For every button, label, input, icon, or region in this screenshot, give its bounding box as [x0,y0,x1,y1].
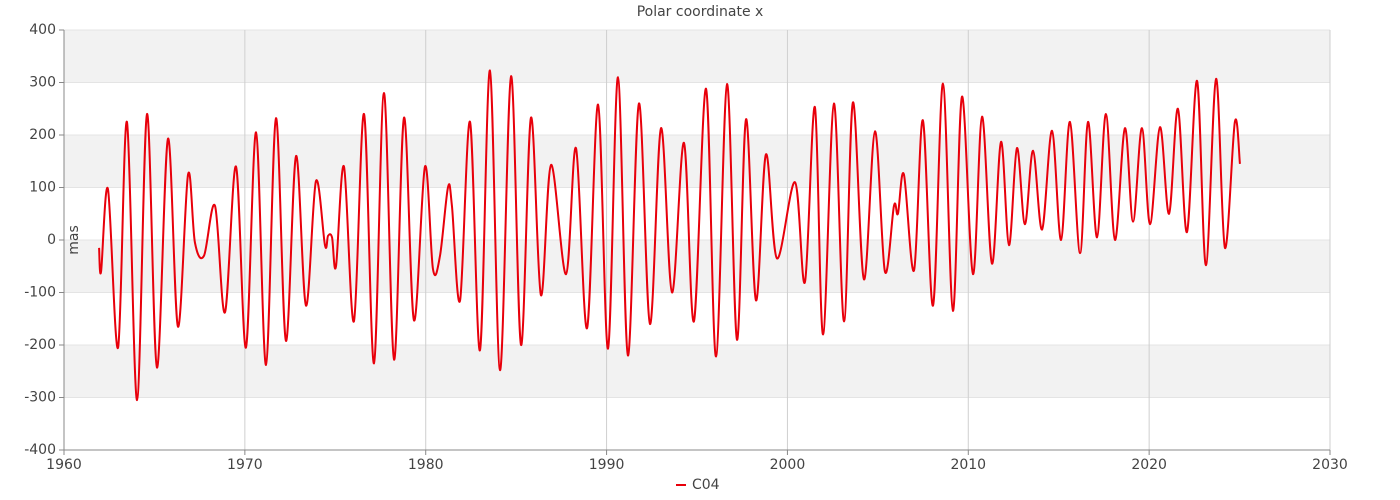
grid-band [64,345,1330,398]
x-tick-label: 1970 [227,457,263,473]
x-tick-label: 2030 [1312,457,1348,473]
x-tick-label: 2010 [950,457,986,473]
y-tick-label: 0 [47,232,56,248]
y-tick-label: -200 [24,337,56,353]
y-tick-label: -400 [24,442,56,458]
legend-label: C04 [692,477,720,493]
x-tick-label: 1990 [589,457,625,473]
x-tick-label: 1980 [408,457,444,473]
y-tick-label: -100 [24,285,56,301]
x-tick-label: 2000 [770,457,806,473]
series-line [98,69,1241,402]
y-tick-label: -300 [24,390,56,406]
x-tick-label: 1960 [46,457,82,473]
y-axis-label: mas [66,225,82,255]
grid-band [64,30,1330,83]
y-tick-label: 200 [29,127,56,143]
chart-title: Polar coordinate x [637,4,764,20]
y-tick-label: 400 [29,22,56,38]
y-tick-label: 100 [29,180,56,196]
x-tick-label: 2020 [1131,457,1167,473]
y-tick-label: 300 [29,75,56,91]
